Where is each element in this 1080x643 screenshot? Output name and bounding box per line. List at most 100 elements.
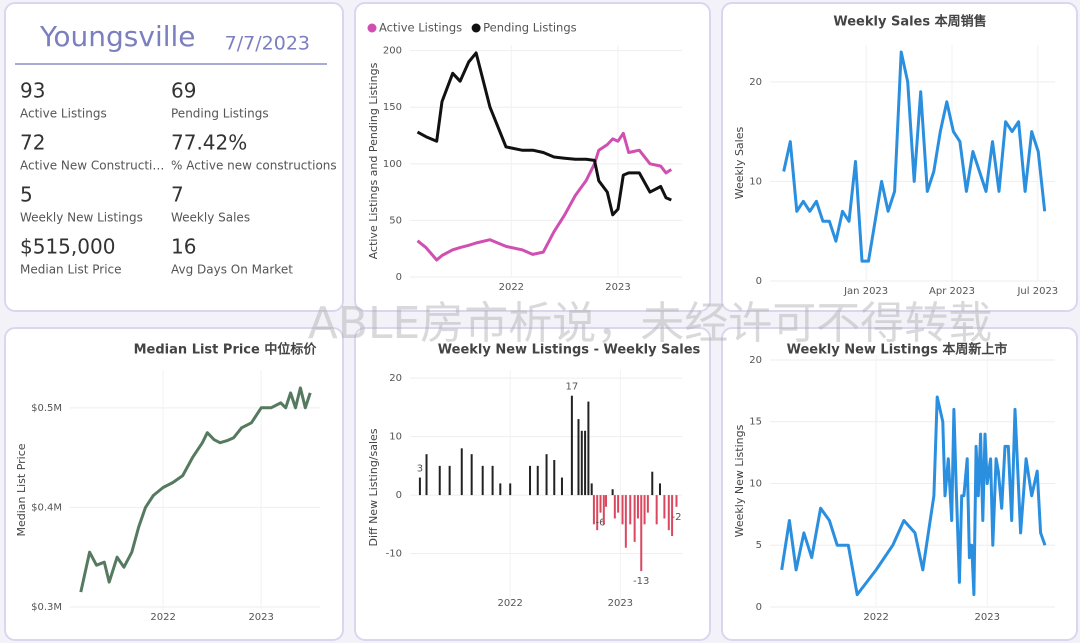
y-axis-label: Weekly Sales: [733, 126, 746, 199]
y-tick-label: $0.3M: [31, 602, 62, 613]
y-axis-label: Diff New Listing/sales: [367, 428, 380, 546]
bar: [624, 495, 627, 548]
bar: [418, 477, 421, 496]
y-axis-label: Weekly New Listings: [733, 424, 746, 537]
y-tick-label: 10: [749, 176, 762, 187]
bar: [671, 495, 674, 537]
kpi-label: Pending Listings: [171, 107, 269, 121]
chart-title: Weekly New Listings - Weekly Sales: [438, 343, 701, 358]
y-tick-label: 200: [383, 46, 402, 57]
bar: [621, 495, 624, 525]
kpi-value: 69: [171, 79, 196, 103]
bar: [675, 495, 678, 507]
bar: [580, 430, 583, 496]
chart-panel: [721, 2, 1078, 312]
bar: [613, 495, 616, 519]
bar: [602, 495, 605, 525]
y-tick-label: 15: [749, 417, 762, 428]
y-tick-label: $0.4M: [31, 502, 62, 513]
bar: [448, 465, 451, 496]
data-line: [780, 395, 1047, 597]
bar: [560, 477, 563, 496]
bar: [481, 465, 484, 496]
legend-label: Active Listings: [379, 21, 462, 35]
kpi-value: $515,000: [20, 235, 115, 259]
bar: [491, 465, 494, 496]
chart-panel: [4, 327, 344, 641]
bar: [643, 495, 646, 525]
bar: [590, 483, 593, 496]
bar: [460, 448, 463, 496]
y-tick-label: 20: [389, 373, 402, 384]
x-tick-label: Apr 2023: [929, 286, 975, 297]
chart-panel: [354, 327, 711, 641]
chart-panel: [354, 2, 711, 312]
bar: [553, 460, 556, 496]
kpi-value: 72: [20, 131, 45, 155]
kpi-title: Youngsville: [39, 20, 196, 53]
kpi-value: 93: [20, 79, 45, 103]
x-tick-label: 2022: [863, 612, 888, 623]
kpi-label: Weekly New Listings: [20, 211, 143, 225]
bar: [655, 495, 658, 525]
bar: [633, 495, 636, 542]
bar: [470, 454, 473, 496]
kpi-label: Active Listings: [20, 107, 107, 121]
kpi-value: 7: [171, 183, 184, 207]
data-label: 17: [566, 382, 579, 393]
y-tick-label: 100: [383, 159, 402, 170]
kpi-label: Weekly Sales: [171, 211, 250, 225]
bar: [617, 495, 620, 513]
data-label: 3: [417, 464, 423, 475]
bar: [425, 454, 428, 496]
watermark: ABLE房市析说，未经许可不得转载: [308, 298, 993, 349]
bar: [611, 489, 614, 496]
bar: [592, 495, 595, 525]
y-tick-label: 20: [749, 355, 762, 366]
x-tick-label: 2022: [497, 598, 522, 609]
bar: [587, 401, 590, 496]
x-tick-label: 2023: [608, 598, 633, 609]
bar: [636, 495, 639, 519]
y-tick-label: 20: [749, 77, 762, 88]
bar: [584, 430, 587, 496]
chart-title: Median List Price 中位标价: [134, 342, 318, 358]
kpi-value: 77.42%: [171, 131, 247, 155]
x-tick-label: 2023: [605, 282, 630, 293]
kpi-value: 5: [20, 183, 33, 207]
bar: [545, 454, 548, 496]
bar: [667, 495, 670, 531]
kpi-date: 7/7/2023: [225, 33, 310, 55]
bar: [605, 495, 608, 507]
bar: [651, 471, 654, 496]
y-tick-label: 0: [396, 272, 402, 283]
legend-marker: [367, 23, 377, 33]
y-tick-label: 10: [749, 478, 762, 489]
chart-title: Weekly Sales 本周销售: [833, 14, 986, 30]
bar: [536, 465, 539, 496]
y-axis-label: Active Listings and Pending Listings: [367, 62, 380, 259]
y-tick-label: $0.5M: [31, 403, 62, 414]
data-line: [782, 50, 1047, 263]
y-tick-label: 10: [389, 432, 402, 443]
kpi-label: Active New Constructi…: [20, 159, 164, 173]
bar: [629, 495, 632, 525]
bar: [509, 483, 512, 496]
y-tick-label: 0: [756, 602, 762, 613]
y-tick-label: 150: [383, 102, 402, 113]
y-tick-label: 0: [396, 490, 402, 501]
bar: [570, 395, 573, 496]
x-tick-label: Jul 2023: [1016, 286, 1058, 297]
x-tick-label: 2022: [499, 282, 524, 293]
kpi-label: Median List Price: [20, 263, 122, 277]
chart-panel: [721, 327, 1078, 641]
bar: [640, 495, 643, 572]
y-tick-label: 50: [389, 215, 402, 226]
legend-marker: [471, 23, 481, 33]
kpi-panel: [4, 2, 344, 312]
y-tick-label: 5: [756, 540, 762, 551]
y-axis-label: Median List Price: [15, 443, 28, 536]
bar: [599, 495, 602, 513]
